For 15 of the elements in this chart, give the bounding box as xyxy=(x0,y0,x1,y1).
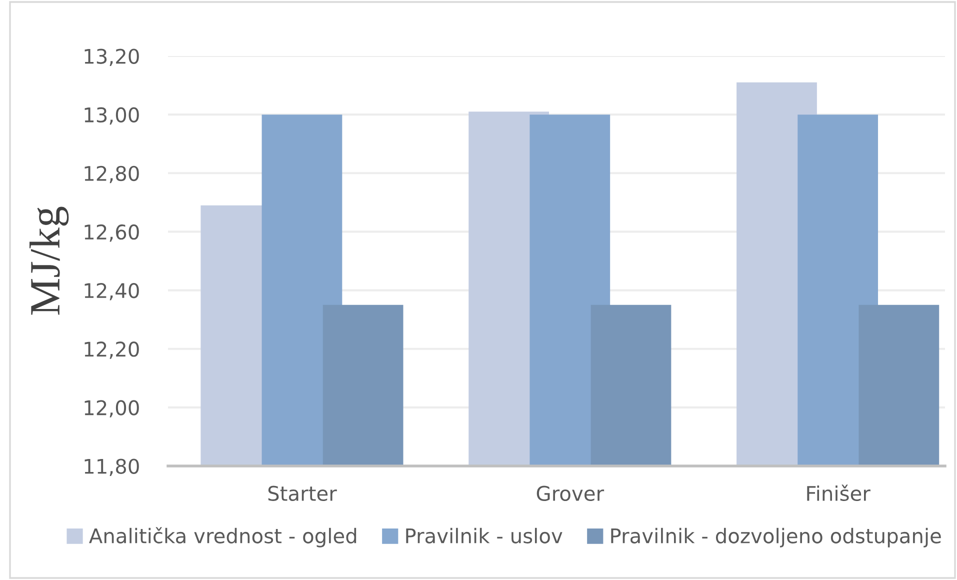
y-axis-title: MJ/kg xyxy=(30,206,69,315)
x-tick-label: Starter xyxy=(268,486,337,502)
x-tick-label: Finišer xyxy=(807,484,870,502)
y-tick-label: 13,20 xyxy=(84,48,139,66)
y-tick-label: 12,60 xyxy=(84,224,139,242)
y-tick-label: 12,80 xyxy=(84,166,139,184)
y-tick-label: 12,40 xyxy=(84,282,139,300)
x-tick-label: Grover xyxy=(536,486,604,502)
legend-label: Pravilnik - dozvoljeno odstupanje xyxy=(611,528,941,548)
y-tick-label: 11,80 xyxy=(84,458,139,476)
y-tick-label: 12,20 xyxy=(84,342,139,359)
y-tick-label: 13,00 xyxy=(84,107,139,125)
y-tick-label: 12,00 xyxy=(84,400,139,418)
legend-label: Pravilnik - uslov xyxy=(406,528,562,544)
legend-label: Analitička vrednost - ogled xyxy=(89,527,356,548)
